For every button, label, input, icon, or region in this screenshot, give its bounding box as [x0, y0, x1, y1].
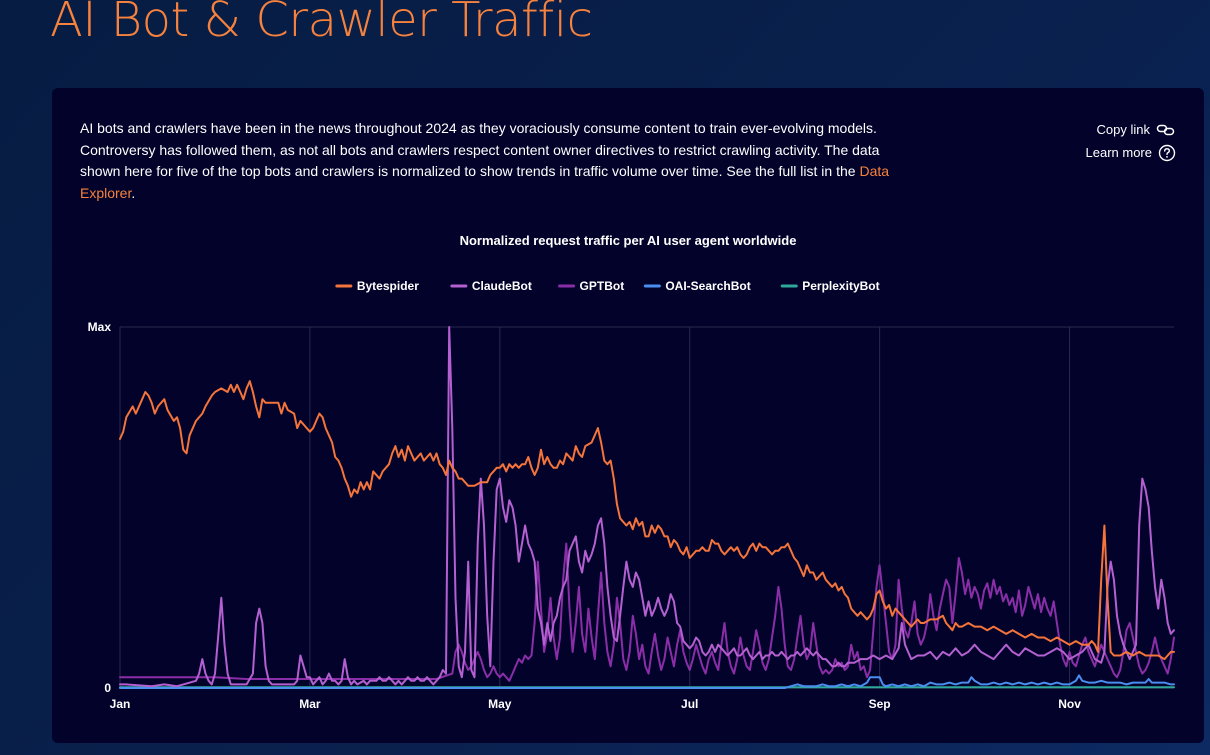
legend-item[interactable]: OAI-SearchBot — [643, 279, 751, 293]
y-tick-label: Max — [88, 320, 112, 334]
card-actions: Copy link Learn more — [1086, 118, 1176, 164]
x-tick-label: Jul — [681, 697, 698, 711]
help-circle-icon — [1158, 144, 1176, 161]
y-axis: 0 Max — [88, 320, 112, 695]
series-line-claudebot — [119, 326, 1175, 688]
legend-item[interactable]: PerplexityBot — [780, 279, 880, 293]
x-tick-label: Mar — [299, 697, 321, 711]
chart-legend: Bytespider ClaudeBot GPTBot OAI-SearchBot Pe… — [335, 279, 880, 293]
card-description: AI bots and crawlers have been in the ne… — [80, 118, 910, 204]
x-tick-label: Jan — [110, 697, 131, 711]
legend-label: Bytespider — [357, 279, 419, 293]
legend-label: ClaudeBot — [472, 279, 532, 293]
chart-card: AI bots and crawlers have been in the ne… — [52, 88, 1204, 743]
series-lines — [119, 326, 1175, 689]
description-text: AI bots and crawlers have been in the ne… — [80, 120, 880, 179]
y-tick-label: 0 — [104, 681, 111, 695]
learn-more-button[interactable]: Learn more — [1086, 141, 1176, 164]
series-line-bytespider — [119, 380, 1175, 661]
x-tick-label: Sep — [869, 697, 891, 711]
legend-label: PerplexityBot — [802, 279, 879, 293]
legend-item[interactable]: GPTBot — [558, 279, 625, 293]
x-axis: Jan Mar May Jul Sep Nov — [110, 697, 1082, 711]
legend-label: OAI-SearchBot — [665, 279, 750, 293]
copy-link-label: Copy link — [1096, 122, 1150, 137]
series-line-oai-searchbot — [119, 674, 1175, 689]
legend-item[interactable]: ClaudeBot — [450, 279, 532, 293]
chart-title: Normalized request traffic per AI user a… — [460, 233, 797, 248]
legend-label: GPTBot — [580, 279, 625, 293]
learn-more-label: Learn more — [1085, 145, 1152, 160]
data-explorer-link[interactable]: Data Explorer — [80, 163, 890, 201]
legend-item[interactable]: Bytespider — [335, 279, 419, 293]
page-title: AI Bot & Crawler Traffic — [50, 0, 593, 48]
x-tick-label: Nov — [1058, 697, 1081, 711]
description-text-end: . — [131, 184, 136, 201]
x-tick-label: May — [488, 697, 512, 711]
grid — [119, 326, 1174, 689]
link-icon — [1156, 124, 1175, 135]
traffic-chart: Normalized request traffic per AI user a… — [88, 233, 1175, 711]
copy-link-button[interactable]: Copy link — [1086, 118, 1176, 141]
